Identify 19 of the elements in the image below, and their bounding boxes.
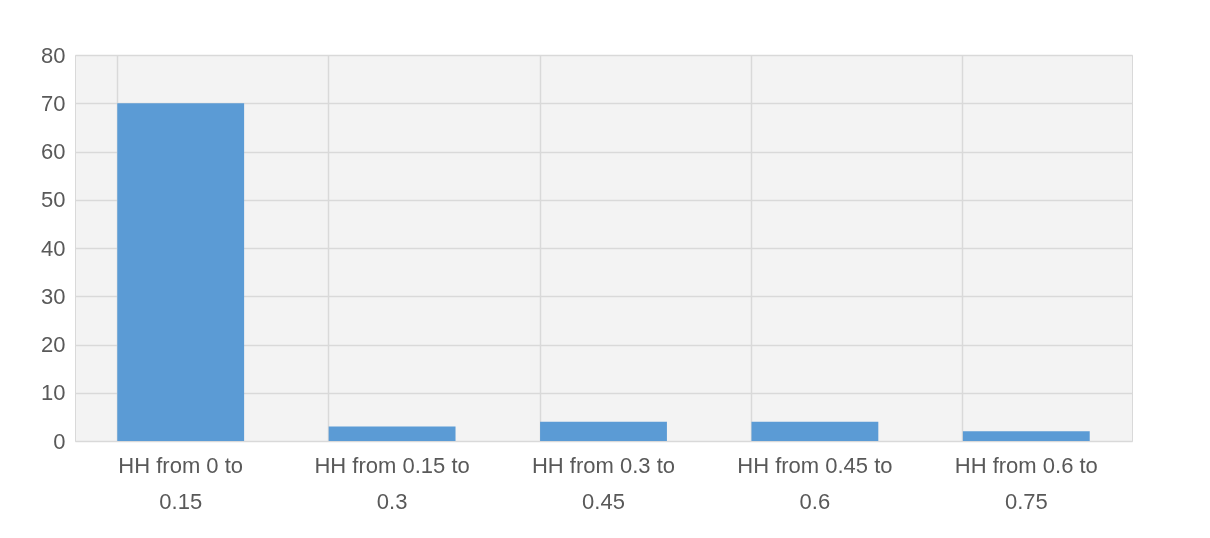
- x-tick-label: HH from 0.45 to 0.6: [737, 452, 893, 514]
- bar: [540, 421, 667, 441]
- x-tick-label: HH from 0.3 to 0.45: [531, 452, 676, 514]
- y-tick-label: 10: [41, 380, 66, 406]
- y-tick-label: 80: [41, 42, 66, 68]
- x-tick-label: HH from 0 to 0.15: [118, 452, 244, 514]
- x-tick-label: HH from 0.6 to 0.75: [954, 452, 1098, 514]
- bar: [751, 421, 879, 441]
- x-tick-label: HH from 0.15 to 0.3: [314, 452, 470, 514]
- y-tick-label: 50: [41, 187, 66, 213]
- y-tick-label: 30: [41, 283, 66, 309]
- y-tick-label: 0: [53, 428, 66, 454]
- y-tick-label: 60: [41, 139, 66, 164]
- bar: [328, 426, 456, 441]
- y-tick-label: 40: [41, 235, 66, 261]
- bar: [962, 431, 1090, 441]
- bar: [117, 103, 245, 441]
- y-tick-label: 70: [41, 90, 66, 116]
- y-tick-label: 20: [41, 332, 66, 357]
